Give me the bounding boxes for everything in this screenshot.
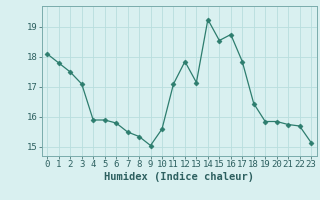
X-axis label: Humidex (Indice chaleur): Humidex (Indice chaleur) (104, 172, 254, 182)
